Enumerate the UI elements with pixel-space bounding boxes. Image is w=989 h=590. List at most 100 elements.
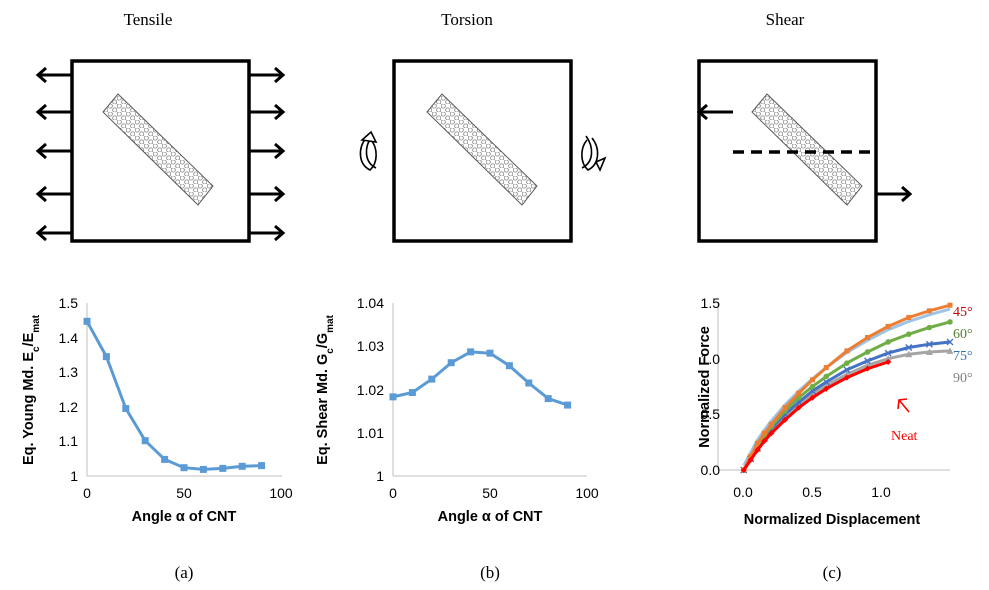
data-point bbox=[844, 348, 850, 354]
data-point bbox=[141, 437, 149, 445]
data-point bbox=[102, 353, 110, 361]
y-tick: 1.5 bbox=[701, 295, 721, 311]
data-point bbox=[926, 324, 933, 331]
data-point bbox=[389, 393, 397, 401]
data-point bbox=[740, 467, 747, 473]
data-point bbox=[905, 331, 912, 337]
chart-a-y-ticks: 1 1.1 1.2 1.3 1.4 1.5 bbox=[59, 295, 79, 484]
data-point bbox=[843, 366, 851, 374]
panel-label-b: (b) bbox=[480, 563, 500, 582]
data-point bbox=[761, 430, 767, 436]
data-point bbox=[768, 421, 774, 427]
data-point bbox=[843, 374, 850, 381]
x-tick: 0.0 bbox=[733, 484, 753, 500]
data-point bbox=[906, 314, 912, 320]
shear-specimen-box bbox=[697, 59, 878, 243]
data-point bbox=[180, 464, 188, 472]
data-point bbox=[864, 349, 871, 355]
x-tick: 0 bbox=[83, 485, 91, 501]
data-point bbox=[782, 416, 788, 423]
chart-c-series-60-line bbox=[742, 320, 951, 471]
shear-arrows bbox=[696, 103, 913, 203]
data-point bbox=[809, 394, 816, 401]
chart-a-y-label: Eq. Young Md. Ec/Emat bbox=[21, 314, 42, 465]
y-tick: 1.4 bbox=[59, 330, 79, 346]
data-point bbox=[428, 375, 436, 383]
tensile-schematic bbox=[35, 59, 286, 243]
data-point bbox=[505, 362, 513, 370]
x-tick: 100 bbox=[269, 485, 293, 501]
data-point bbox=[823, 365, 829, 371]
data-point bbox=[885, 359, 892, 366]
data-point bbox=[525, 379, 533, 387]
data-point bbox=[809, 383, 816, 390]
data-point bbox=[544, 395, 552, 403]
chart-c-y-ticks: 0.0 0.5 1.0 1.5 bbox=[701, 295, 721, 478]
chart-a-x-ticks: 0 50 100 bbox=[83, 485, 293, 501]
chart-b-x-ticks: 0 50 100 bbox=[389, 485, 599, 501]
chart-c-x-label: Normalized Displacement bbox=[744, 512, 921, 528]
x-tick: 1.0 bbox=[871, 484, 891, 500]
torsion-right-rotation-icon bbox=[581, 135, 607, 172]
shear-schematic bbox=[696, 59, 913, 243]
chart-c: 0.0 0.5 1.0 1.5 0.0 0.5 1.0 Normalized D… bbox=[697, 295, 973, 528]
y-tick: 1.04 bbox=[357, 295, 384, 311]
y-tick: 1.5 bbox=[59, 295, 79, 311]
y-tick: 0.5 bbox=[701, 406, 721, 422]
data-point bbox=[865, 335, 870, 341]
data-point bbox=[947, 302, 953, 308]
x-tick: 0 bbox=[389, 485, 397, 501]
data-point bbox=[864, 365, 871, 372]
data-point bbox=[768, 430, 775, 437]
y-tick: 1.02 bbox=[357, 382, 384, 398]
tensile-title: Tensile bbox=[124, 10, 173, 29]
data-point bbox=[782, 405, 788, 411]
data-point bbox=[755, 440, 760, 446]
y-tick: 0.0 bbox=[701, 462, 721, 478]
data-point bbox=[219, 464, 227, 472]
data-point bbox=[844, 360, 850, 366]
chart-a-plot bbox=[83, 317, 266, 473]
x-tick: 100 bbox=[575, 485, 599, 501]
data-point bbox=[884, 349, 892, 357]
data-point bbox=[447, 359, 455, 367]
data-point bbox=[748, 454, 754, 460]
data-point bbox=[238, 462, 246, 470]
data-point bbox=[905, 350, 913, 358]
data-point bbox=[885, 339, 891, 345]
y-tick: 1.0 bbox=[701, 351, 721, 367]
data-point bbox=[925, 340, 933, 348]
tensile-right-arrows bbox=[249, 66, 286, 242]
x-tick: 50 bbox=[176, 485, 192, 501]
chart-b-y-ticks: 1 1.01 1.02 1.03 1.04 bbox=[357, 295, 384, 484]
y-tick: 1 bbox=[70, 468, 78, 484]
torsion-title: Torsion bbox=[441, 10, 493, 29]
series-label-75: 75° bbox=[953, 349, 973, 364]
data-point bbox=[161, 455, 169, 463]
data-point bbox=[754, 446, 761, 453]
chart-b-plot bbox=[389, 348, 572, 409]
series-label-90: 90° bbox=[953, 371, 973, 386]
data-point bbox=[564, 401, 572, 409]
cnt-tube-tensile bbox=[102, 93, 214, 206]
chart-b: 1 1.01 1.02 1.03 1.04 0 50 100 Angle α o… bbox=[315, 295, 599, 525]
chart-c-y-label: Normalized Force bbox=[697, 326, 713, 448]
x-tick: 0.5 bbox=[802, 484, 822, 500]
chart-b-y-label: Eq. Shear Md. Gc/Gmat bbox=[315, 314, 336, 465]
data-point bbox=[926, 308, 932, 314]
torsion-schematic bbox=[359, 59, 607, 243]
neat-label: Neat bbox=[891, 429, 918, 444]
data-point bbox=[122, 405, 130, 413]
data-point bbox=[864, 357, 871, 365]
chart-a-series-line bbox=[85, 320, 262, 471]
y-tick: 1.01 bbox=[357, 425, 384, 441]
data-point bbox=[258, 462, 266, 470]
data-point bbox=[946, 338, 954, 346]
data-point bbox=[199, 465, 207, 473]
y-tick: 1.2 bbox=[59, 399, 79, 415]
data-point bbox=[747, 456, 754, 463]
y-tick: 1.3 bbox=[59, 364, 79, 380]
y-tick: 1.03 bbox=[357, 338, 384, 354]
data-point bbox=[823, 373, 830, 380]
